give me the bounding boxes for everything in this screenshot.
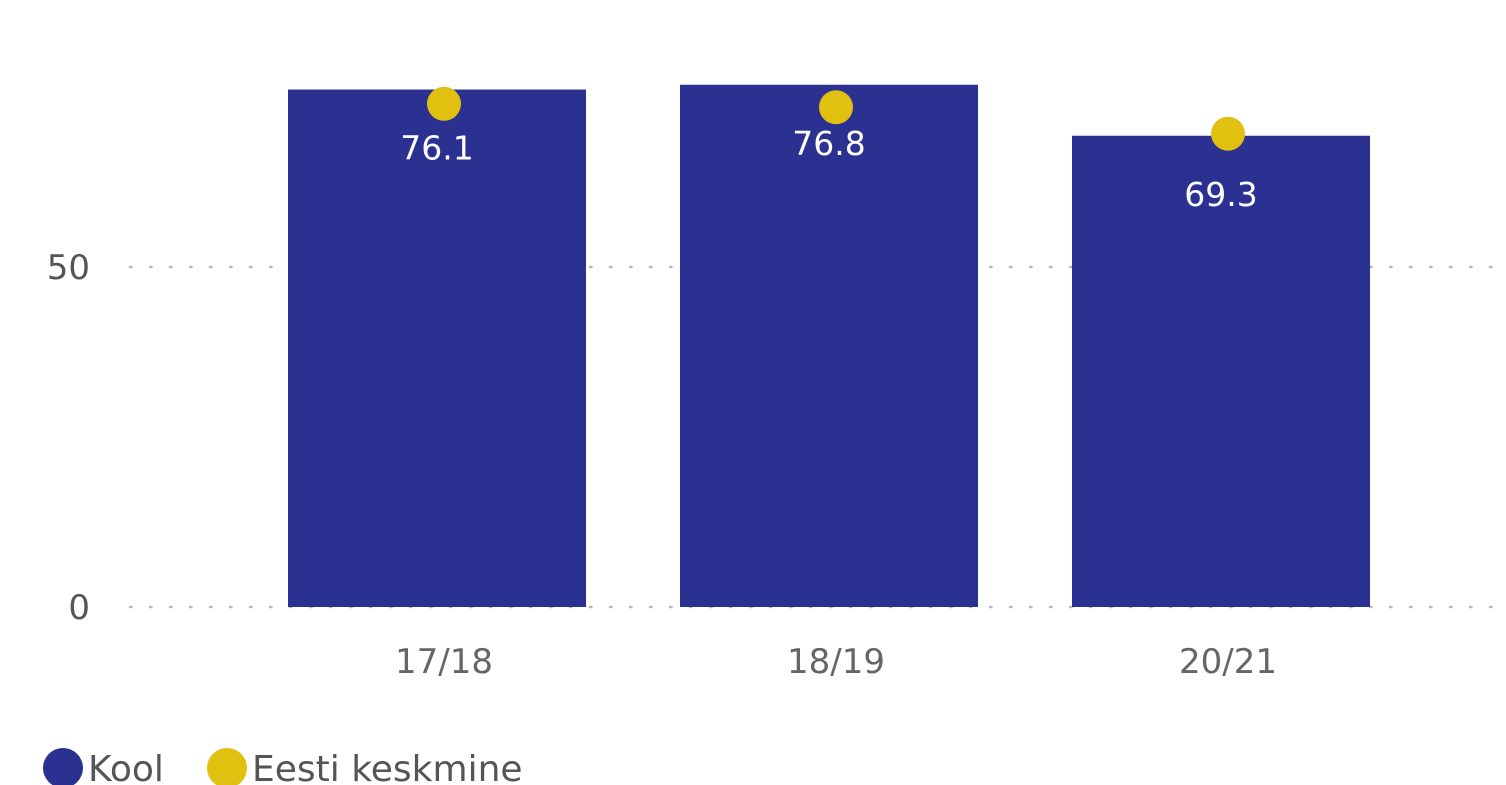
legend-label-kool: Kool xyxy=(88,749,164,785)
x-tick-label: 17/18 xyxy=(395,642,493,682)
average-point-20-21 xyxy=(1211,117,1245,151)
y-axis-ticks: 0 50 xyxy=(47,248,90,628)
data-label: 76.8 xyxy=(792,124,865,163)
legend: Kool Eesti keskmine xyxy=(43,748,523,785)
legend-marker-kool xyxy=(43,748,83,785)
average-point-18-19 xyxy=(819,90,853,124)
y-tick-label: 50 xyxy=(47,248,90,288)
y-tick-label: 0 xyxy=(68,588,90,628)
x-tick-label: 18/19 xyxy=(787,642,885,682)
bar-18-19 xyxy=(680,85,978,607)
x-axis-ticks: 17/18 18/19 20/21 xyxy=(395,642,1277,682)
x-tick-label: 20/21 xyxy=(1179,642,1277,682)
data-label: 76.1 xyxy=(400,129,473,168)
data-label: 69.3 xyxy=(1184,175,1257,214)
average-point-17-18 xyxy=(427,87,461,121)
legend-marker-eesti-keskmine xyxy=(207,748,247,785)
legend-label-eesti-keskmine: Eesti keskmine xyxy=(252,749,523,785)
